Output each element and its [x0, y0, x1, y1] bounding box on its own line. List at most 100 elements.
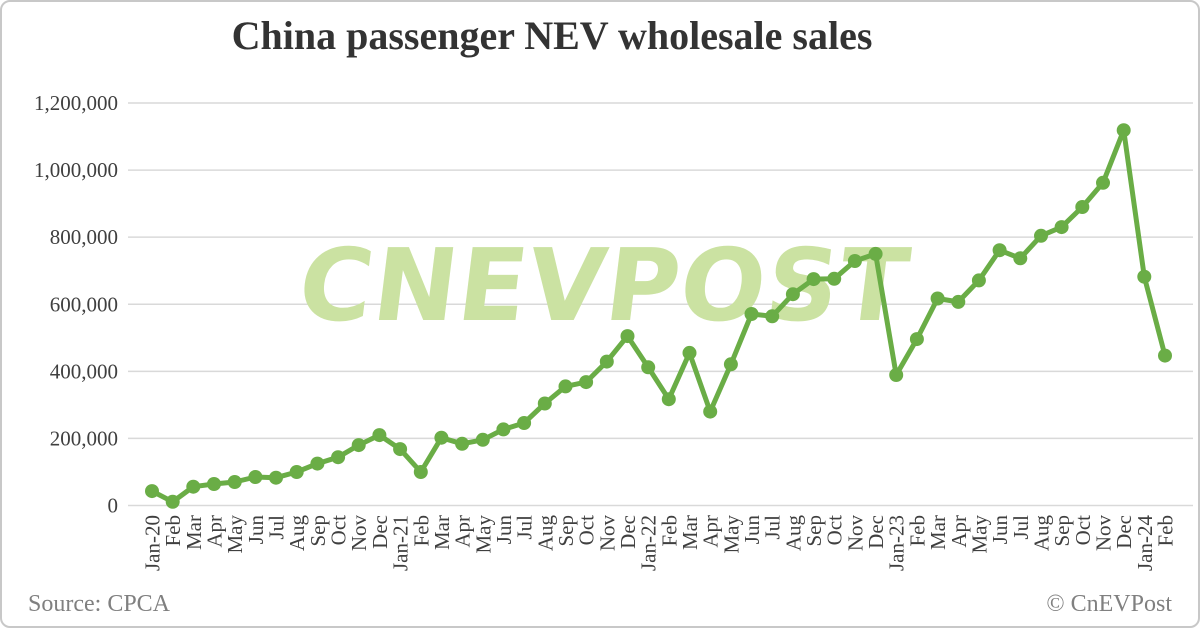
- data-point-marker: [165, 494, 180, 509]
- x-axis-tick-label: Jan-20: [141, 515, 165, 571]
- data-point-marker: [992, 243, 1007, 258]
- x-axis-tick-label: Oct: [575, 515, 599, 545]
- x-axis-tick-label: Feb: [409, 515, 433, 547]
- data-point-marker: [1034, 228, 1048, 243]
- x-axis-tick-label: Sep: [802, 515, 826, 547]
- gridlines: [128, 102, 1193, 507]
- x-axis-tick-label: Oct: [327, 515, 351, 545]
- x-axis-tick-label: Mar: [926, 515, 950, 550]
- x-axis-tick-label: Apr: [203, 515, 227, 548]
- x-axis-tick-label: Nov: [1091, 515, 1115, 552]
- x-axis-tick-label: Sep: [1050, 515, 1074, 547]
- x-axis-tick-label: Nov: [347, 515, 371, 552]
- source-note: Source: CPCA: [28, 591, 171, 617]
- data-point-marker: [951, 294, 966, 309]
- x-axis-tick-label: Oct: [1071, 515, 1095, 545]
- data-point-marker: [599, 354, 614, 369]
- y-axis-tick-label: 200,000: [50, 426, 118, 450]
- data-point-marker: [248, 470, 263, 484]
- x-axis-tick-label: May: [471, 515, 495, 554]
- data-point-marker: [455, 436, 470, 451]
- x-axis-labels: Jan-20FebMarAprMayJunJulAugSepOctNovDecJ…: [141, 515, 1178, 571]
- data-point-marker: [1116, 123, 1131, 138]
- x-axis-tick-label: Dec: [1112, 515, 1136, 549]
- data-point-marker: [909, 332, 924, 347]
- data-point-marker: [269, 470, 283, 485]
- data-point-marker: [1137, 269, 1152, 284]
- x-axis-tick-label: Jun: [244, 515, 268, 545]
- data-point-marker: [351, 438, 366, 453]
- data-point-marker: [1158, 348, 1172, 363]
- copyright-note: © CnEVPost: [1046, 591, 1172, 617]
- data-point-marker: [372, 428, 387, 443]
- x-axis-tick-label: Jul: [265, 515, 289, 540]
- x-axis-tick-label: Dec: [368, 515, 392, 549]
- watermark-text: CNEVPOST: [292, 227, 916, 344]
- x-axis-tick-label: Jul: [1009, 515, 1033, 540]
- data-point-marker: [641, 360, 656, 375]
- data-point-marker: [847, 254, 862, 268]
- data-point-marker: [413, 465, 428, 479]
- x-axis-tick-label: Aug: [781, 515, 805, 552]
- x-axis-tick-label: Aug: [533, 515, 557, 552]
- x-axis-tick-label: Nov: [843, 515, 867, 552]
- y-axis-tick-label: 0: [108, 494, 119, 518]
- series-markers: [145, 123, 1172, 509]
- data-point-marker: [723, 357, 738, 372]
- data-point-marker: [889, 368, 904, 382]
- data-point-marker: [1054, 220, 1069, 235]
- x-axis-tick-label: Aug: [1029, 515, 1053, 552]
- data-point-marker: [289, 465, 304, 479]
- x-axis-tick-label: Mar: [430, 515, 454, 550]
- x-axis-tick-label: Feb: [161, 515, 185, 547]
- data-point-marker: [930, 291, 945, 306]
- x-axis-tick-label: May: [967, 515, 991, 554]
- data-point-marker: [827, 271, 842, 286]
- x-axis-tick-label: Dec: [864, 515, 888, 549]
- data-point-marker: [806, 272, 821, 287]
- x-axis-tick-label: Jun: [988, 515, 1012, 545]
- x-axis-tick-label: Aug: [285, 515, 309, 552]
- x-axis-tick-label: Apr: [947, 515, 971, 548]
- data-point-marker: [496, 422, 511, 437]
- x-axis-tick-label: May: [719, 515, 743, 554]
- x-axis-tick-label: Nov: [595, 515, 619, 552]
- data-point-marker: [744, 307, 759, 321]
- data-point-marker: [331, 450, 346, 465]
- data-point-marker: [971, 273, 986, 288]
- x-axis-tick-label: Feb: [657, 515, 681, 547]
- data-point-marker: [434, 430, 449, 445]
- y-axis-tick-label: 400,000: [50, 359, 118, 383]
- data-point-marker: [661, 392, 676, 407]
- y-axis-tick-label: 1,200,000: [34, 91, 118, 115]
- x-axis-tick-label: Jun: [492, 515, 516, 545]
- data-point-marker: [393, 442, 408, 457]
- data-point-marker: [682, 345, 697, 360]
- data-point-marker: [1096, 175, 1110, 190]
- x-axis-tick-label: Jan-22: [637, 515, 661, 571]
- data-point-marker: [785, 287, 800, 302]
- data-point-marker: [145, 484, 159, 499]
- data-point-marker: [475, 432, 490, 447]
- data-point-marker: [558, 379, 573, 394]
- x-axis-tick-label: Jul: [513, 515, 537, 540]
- x-axis-tick-label: Sep: [554, 515, 578, 547]
- x-axis-tick-label: Jul: [761, 515, 785, 540]
- data-point-marker: [227, 475, 242, 489]
- data-point-marker: [537, 396, 552, 411]
- y-axis-tick-label: 800,000: [50, 225, 118, 249]
- data-point-marker: [1075, 200, 1090, 214]
- data-point-marker: [868, 246, 883, 261]
- data-point-marker: [703, 404, 718, 419]
- x-axis-tick-label: Mar: [182, 515, 206, 550]
- data-point-marker: [517, 416, 532, 430]
- data-point-marker: [207, 477, 221, 491]
- x-axis-tick-label: Jun: [740, 515, 764, 545]
- x-axis-tick-label: Apr: [699, 515, 723, 548]
- x-axis-tick-label: Apr: [451, 515, 475, 548]
- data-point-marker: [620, 329, 635, 344]
- data-point-marker: [579, 375, 594, 390]
- x-axis-tick-label: May: [223, 515, 247, 554]
